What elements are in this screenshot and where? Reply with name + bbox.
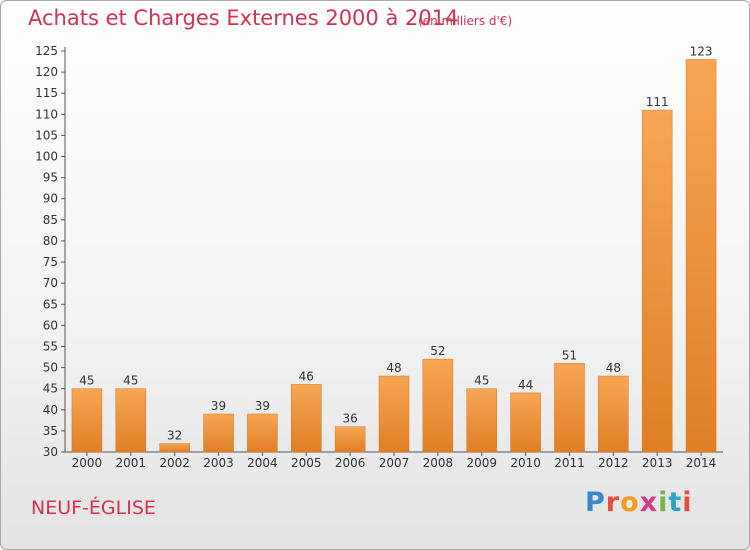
x-tick-label: 2009: [466, 456, 497, 470]
data-label: 36: [342, 412, 357, 426]
y-tick-label: 115: [35, 86, 58, 100]
data-label: 111: [646, 95, 669, 109]
y-tick-label: 35: [43, 424, 58, 438]
x-tick-label: 2001: [116, 456, 147, 470]
logo-letter: t: [668, 487, 683, 518]
data-label: 32: [167, 429, 182, 443]
logo-letter: i: [682, 487, 693, 518]
logo-letter: o: [620, 487, 640, 518]
y-tick-label: 40: [43, 403, 58, 417]
x-tick-label: 2008: [423, 456, 454, 470]
bar: [378, 375, 410, 453]
bar: [466, 388, 497, 453]
x-tick-label: 2004: [247, 456, 278, 470]
logo-letter: i: [658, 487, 669, 518]
logo-letter: r: [605, 487, 621, 518]
x-tick-label: 2002: [159, 456, 190, 470]
y-tick-label: 80: [43, 234, 58, 248]
data-label: 52: [430, 344, 445, 358]
y-tick-label: 105: [35, 128, 58, 142]
y-tick-label: 65: [43, 297, 58, 311]
y-tick-label: 100: [35, 150, 58, 164]
bar: [598, 375, 629, 453]
y-tick-label: 95: [43, 171, 58, 185]
y-tick-label: 90: [43, 192, 58, 206]
x-tick-label: 2006: [335, 456, 366, 470]
y-tick-label: 85: [43, 213, 58, 227]
data-label: 48: [606, 361, 621, 375]
bar: [554, 363, 585, 453]
x-tick-label: 2003: [203, 456, 234, 470]
y-tick-label: 55: [43, 339, 58, 353]
data-label: 123: [690, 44, 713, 58]
chart-title: Achats et Charges Externes 2000 à 2014: [28, 6, 459, 30]
bar: [71, 388, 103, 453]
bar: [115, 388, 147, 453]
y-tick-label: 70: [43, 276, 58, 290]
x-tick-label: 2011: [554, 456, 585, 470]
y-tick-label: 120: [35, 65, 58, 79]
bar: [247, 413, 278, 453]
bar: [334, 426, 366, 453]
x-tick-label: 2013: [642, 456, 673, 470]
x-tick-label: 2005: [291, 456, 322, 470]
chart-subtitle: (en milliers d'€): [418, 14, 513, 28]
x-tick-label: 2012: [598, 456, 629, 470]
data-label: 39: [255, 399, 270, 413]
bar: [203, 413, 234, 453]
y-tick-label: 30: [43, 445, 58, 459]
bar: [510, 392, 541, 453]
bar: [422, 358, 454, 453]
bar: [159, 443, 190, 453]
x-tick-label: 2007: [379, 456, 410, 470]
y-tick-label: 45: [43, 382, 58, 396]
bar: [685, 59, 717, 453]
proxiti-logo: Proxiti: [585, 487, 693, 518]
data-label: 46: [299, 369, 314, 383]
data-label: 45: [123, 374, 138, 388]
x-tick-label: 2010: [510, 456, 541, 470]
data-label: 45: [79, 374, 94, 388]
y-tick-label: 75: [43, 255, 58, 269]
bar: [641, 109, 673, 453]
y-tick-label: 110: [35, 107, 58, 121]
data-label: 44: [518, 378, 533, 392]
y-tick-label: 60: [43, 318, 58, 332]
logo-letter: P: [585, 487, 606, 518]
data-label: 51: [562, 348, 577, 362]
x-tick-label: 2014: [686, 456, 717, 470]
commune-name: NEUF-ÉGLISE: [31, 497, 156, 519]
y-tick-label: 125: [35, 44, 58, 58]
data-label: 45: [474, 374, 489, 388]
bar: [291, 384, 322, 453]
x-tick-label: 2000: [72, 456, 103, 470]
data-label: 48: [386, 361, 401, 375]
y-tick-label: 50: [43, 361, 58, 375]
logo-letter: x: [639, 487, 659, 518]
data-label: 39: [211, 399, 226, 413]
